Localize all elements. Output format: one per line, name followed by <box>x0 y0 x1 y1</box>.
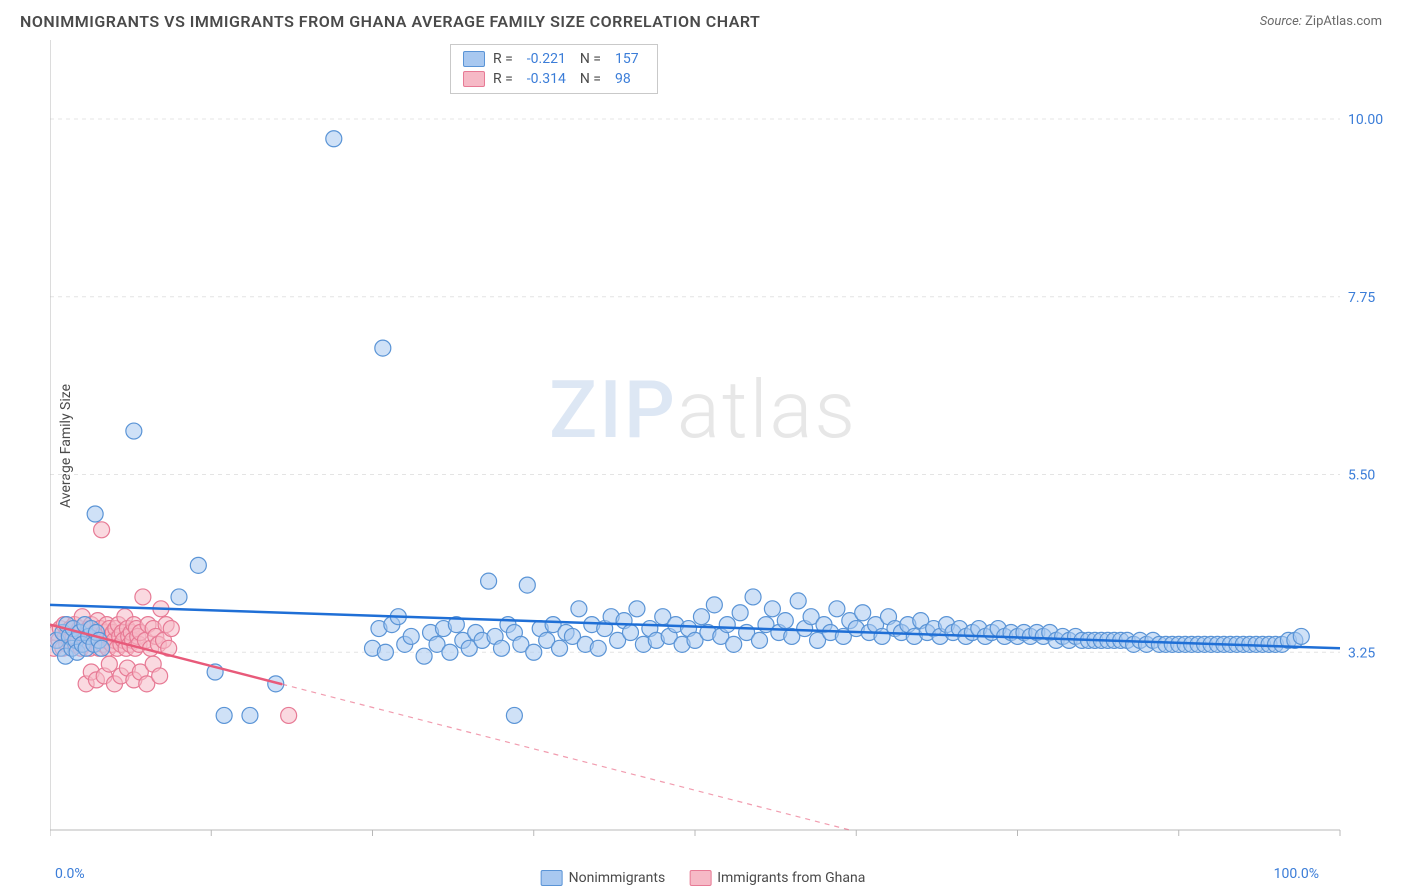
scatter-plot: 3.25 5.50 7.75 10.00 <box>50 40 1386 840</box>
svg-text:7.75: 7.75 <box>1348 290 1375 306</box>
stats-r-label-0: R = <box>493 51 513 67</box>
stats-swatch-0 <box>463 51 485 67</box>
stats-swatch-1 <box>463 71 485 87</box>
x-axis-min-label: 0.0% <box>55 866 85 882</box>
x-axis-max-label: 100.0% <box>1274 866 1319 882</box>
stats-n-value-0: 157 <box>609 51 645 67</box>
legend-label-0: Nonimmigrants <box>569 870 666 886</box>
source-credit: Source: ZipAtlas.com <box>1260 14 1382 29</box>
stats-row-0: R = -0.221 N = 157 <box>463 49 645 69</box>
legend-item-1: Immigrants from Ghana <box>689 870 865 886</box>
legend-swatch-1 <box>689 870 711 886</box>
svg-text:10.00: 10.00 <box>1348 112 1383 128</box>
legend-item-0: Nonimmigrants <box>541 870 666 886</box>
stats-n-label-1: N = <box>580 71 601 87</box>
legend-swatch-0 <box>541 870 563 886</box>
stats-legend-box: R = -0.221 N = 157 R = -0.314 N = 98 <box>450 44 658 94</box>
stats-r-value-0: -0.221 <box>521 51 572 67</box>
svg-text:3.25: 3.25 <box>1348 645 1375 661</box>
legend-bottom: Nonimmigrants Immigrants from Ghana <box>541 870 866 886</box>
stats-n-label-0: N = <box>580 51 601 67</box>
svg-text:5.50: 5.50 <box>1348 468 1375 484</box>
stats-n-value-1: 98 <box>609 71 637 87</box>
source-value: ZipAtlas.com <box>1305 14 1382 29</box>
stats-r-value-1: -0.314 <box>521 71 572 87</box>
legend-label-1: Immigrants from Ghana <box>717 870 865 886</box>
stats-row-1: R = -0.314 N = 98 <box>463 69 645 89</box>
chart-title: NONIMMIGRANTS VS IMMIGRANTS FROM GHANA A… <box>20 12 760 31</box>
source-label: Source: <box>1260 14 1302 29</box>
stats-r-label-1: R = <box>493 71 513 87</box>
